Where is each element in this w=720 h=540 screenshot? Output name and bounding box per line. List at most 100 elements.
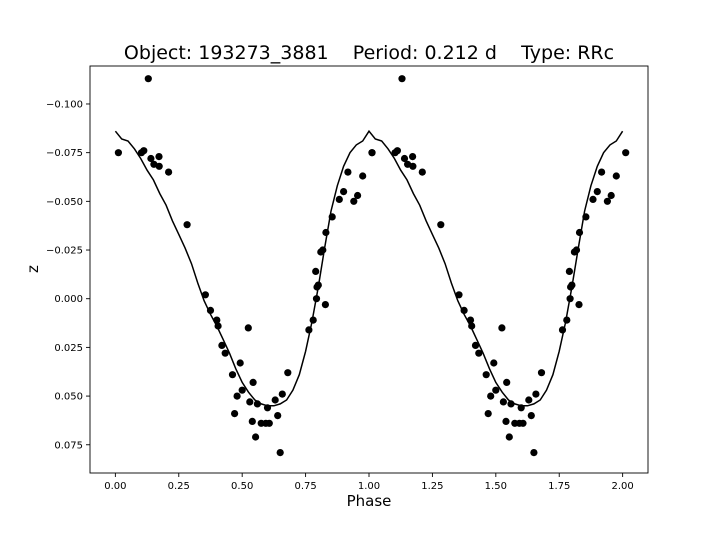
x-tick-label: 0.50 bbox=[231, 481, 253, 492]
data-point bbox=[309, 316, 317, 324]
data-point bbox=[607, 191, 615, 200]
data-point bbox=[305, 326, 313, 334]
data-point bbox=[218, 341, 226, 349]
data-point bbox=[537, 369, 546, 377]
data-point bbox=[228, 371, 237, 379]
data-point bbox=[563, 316, 571, 324]
data-point bbox=[437, 221, 445, 229]
data-point bbox=[231, 410, 239, 418]
data-point bbox=[319, 246, 327, 254]
data-point bbox=[507, 400, 515, 408]
data-point bbox=[572, 246, 581, 254]
data-point bbox=[354, 191, 362, 200]
data-point bbox=[140, 147, 148, 155]
x-tick-label: 0.00 bbox=[104, 481, 126, 492]
data-point bbox=[249, 378, 257, 386]
data-point bbox=[322, 228, 330, 237]
y-tick-label: 0.050 bbox=[54, 392, 83, 403]
data-point bbox=[278, 390, 286, 398]
data-point bbox=[475, 349, 483, 357]
data-point bbox=[603, 197, 612, 205]
data-point bbox=[593, 188, 601, 196]
y-tick-label: −0.050 bbox=[46, 197, 83, 208]
x-tick-label: 1.50 bbox=[485, 481, 507, 492]
data-point bbox=[418, 168, 426, 176]
data-point bbox=[502, 417, 510, 425]
data-point bbox=[248, 417, 256, 425]
model-curve-layer bbox=[114, 129, 624, 407]
data-point bbox=[233, 392, 241, 400]
y-tick-label: −0.025 bbox=[46, 246, 83, 257]
data-point bbox=[460, 306, 468, 314]
data-point bbox=[328, 213, 336, 221]
x-tick-label: 1.25 bbox=[421, 481, 443, 492]
data-point bbox=[253, 400, 261, 408]
data-point bbox=[598, 168, 606, 176]
y-tick-label: −0.075 bbox=[46, 148, 83, 159]
data-point bbox=[213, 316, 221, 324]
data-point bbox=[575, 301, 583, 309]
data-point bbox=[505, 433, 513, 441]
data-point bbox=[263, 404, 272, 412]
data-point bbox=[568, 281, 576, 289]
data-point bbox=[519, 419, 527, 427]
data-point bbox=[368, 149, 376, 157]
data-point bbox=[393, 147, 401, 155]
data-point bbox=[400, 154, 409, 163]
data-point bbox=[498, 324, 506, 332]
x-tick-label: 0.75 bbox=[294, 481, 316, 492]
data-point bbox=[455, 291, 463, 299]
y-tick-label: 0.000 bbox=[54, 294, 83, 305]
data-point bbox=[165, 168, 173, 176]
data-point bbox=[492, 386, 500, 394]
data-point bbox=[155, 162, 163, 170]
data-point bbox=[147, 154, 155, 163]
data-point bbox=[503, 378, 511, 386]
data-point bbox=[409, 162, 417, 170]
data-point bbox=[532, 390, 540, 398]
data-point bbox=[183, 221, 191, 229]
data-point bbox=[525, 396, 533, 404]
y-tick-label: 0.075 bbox=[54, 440, 83, 451]
data-point bbox=[530, 449, 538, 457]
data-point bbox=[335, 195, 343, 203]
data-point bbox=[284, 369, 292, 377]
data-point bbox=[527, 412, 535, 420]
data-point bbox=[206, 306, 215, 314]
data-point bbox=[252, 433, 260, 441]
x-tick-label: 2.00 bbox=[612, 481, 634, 492]
x-tick-label: 0.25 bbox=[168, 481, 190, 492]
data-point bbox=[359, 172, 367, 180]
x-axis-ticks: 0.00 0.25 0.50 0.75 1.00 1.25 1.50 1.75 2.00 bbox=[104, 473, 634, 492]
data-point bbox=[589, 195, 597, 203]
data-point bbox=[314, 281, 322, 289]
data-point bbox=[201, 291, 209, 299]
data-point bbox=[409, 153, 417, 161]
data-point bbox=[236, 359, 244, 367]
data-point bbox=[246, 398, 254, 406]
data-point bbox=[276, 449, 284, 457]
data-point bbox=[312, 295, 321, 303]
data-point bbox=[468, 322, 476, 330]
data-point bbox=[340, 188, 348, 196]
x-tick-label: 1.00 bbox=[358, 481, 380, 492]
data-point bbox=[517, 404, 525, 412]
data-point bbox=[214, 322, 222, 330]
x-axis-label: Phase bbox=[347, 492, 392, 510]
x-tick-label: 1.75 bbox=[548, 481, 570, 492]
data-point bbox=[612, 172, 620, 180]
data-point bbox=[344, 168, 352, 176]
data-point bbox=[565, 267, 574, 275]
data-point bbox=[271, 396, 279, 404]
data-point bbox=[350, 197, 358, 205]
data-point bbox=[558, 326, 567, 334]
data-point bbox=[398, 75, 406, 83]
plot-area-frame bbox=[89, 65, 649, 474]
data-point bbox=[155, 153, 163, 161]
data-point bbox=[312, 267, 320, 275]
data-points-layer bbox=[114, 75, 630, 457]
data-point bbox=[490, 359, 498, 367]
data-point bbox=[499, 398, 507, 406]
data-point bbox=[244, 324, 252, 332]
